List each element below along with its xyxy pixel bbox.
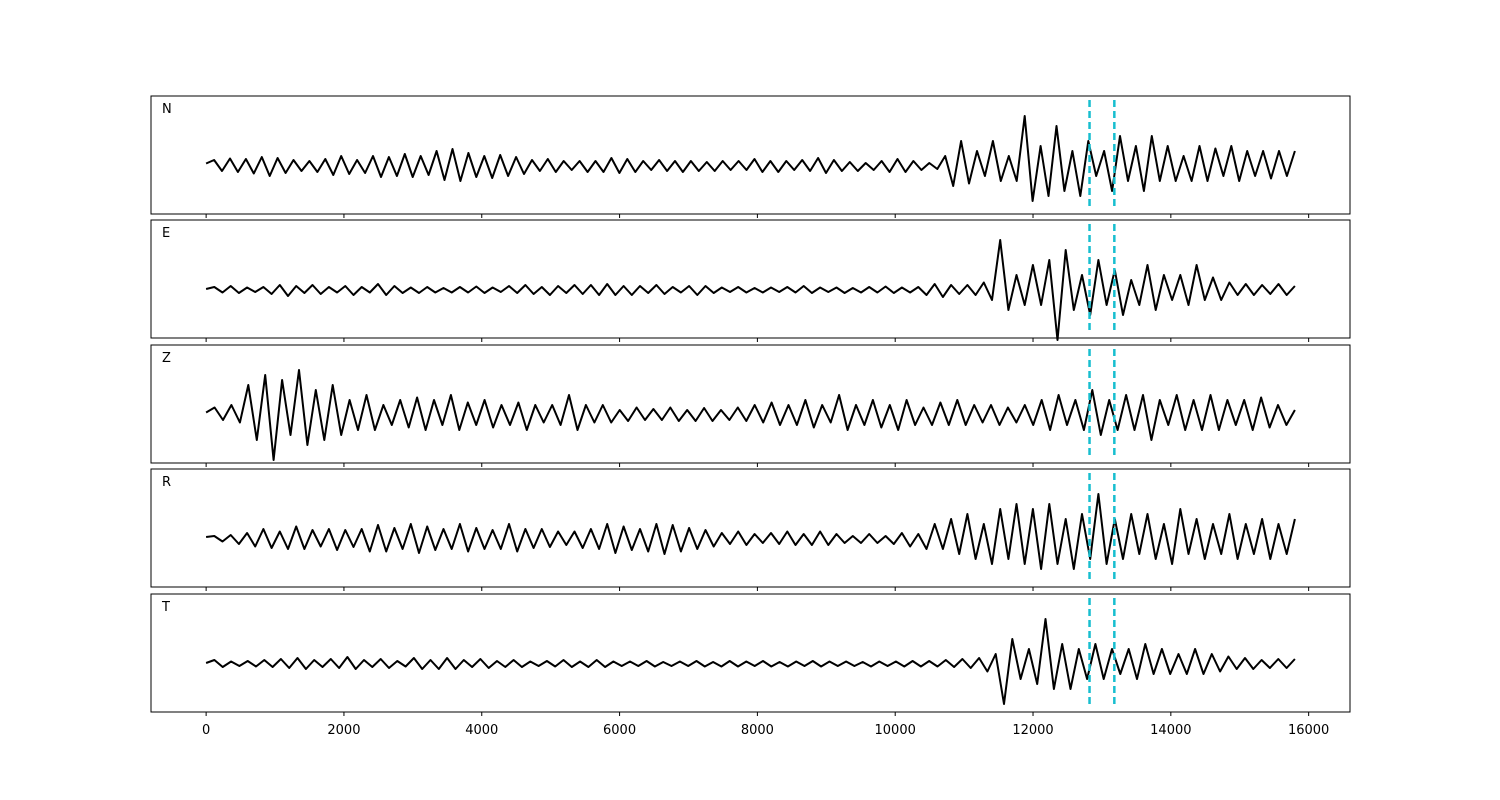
panel-frame (150, 468, 1351, 588)
trace-z (205, 369, 1296, 461)
panel-label: T (161, 600, 170, 615)
panel-frame (150, 95, 1351, 215)
panel-n: N (150, 95, 1351, 218)
panel-r: R (150, 468, 1351, 591)
x-tick-label: 0 (202, 723, 210, 738)
x-axis: 0 2000 4000 6000 8000 10000 12000 14000 16000 (202, 723, 1329, 738)
x-tick-label: 2000 (327, 723, 360, 738)
panel-e: E (150, 219, 1351, 342)
panel-label: N (162, 102, 172, 117)
trace-r (205, 493, 1296, 570)
x-tick-label: 4000 (465, 723, 498, 738)
x-tick-label: 10000 (875, 723, 916, 738)
panel-label: Z (162, 351, 171, 366)
panel-t: T (150, 593, 1351, 716)
x-tick-label: 16000 (1288, 723, 1329, 738)
x-tick-label: 12000 (1012, 723, 1053, 738)
panel-frame (150, 344, 1351, 464)
panels-group: N E Z R T (150, 95, 1351, 716)
panel-frame (150, 593, 1351, 713)
panel-frame (150, 219, 1351, 339)
x-tick-label: 8000 (741, 723, 774, 738)
panel-label: R (162, 475, 171, 490)
x-tick-label: 14000 (1150, 723, 1191, 738)
trace-e (205, 239, 1296, 341)
panel-z: Z (150, 344, 1351, 467)
panel-label: E (162, 226, 170, 241)
trace-t (205, 618, 1296, 705)
trace-n (205, 115, 1296, 202)
x-tick-label: 6000 (603, 723, 636, 738)
